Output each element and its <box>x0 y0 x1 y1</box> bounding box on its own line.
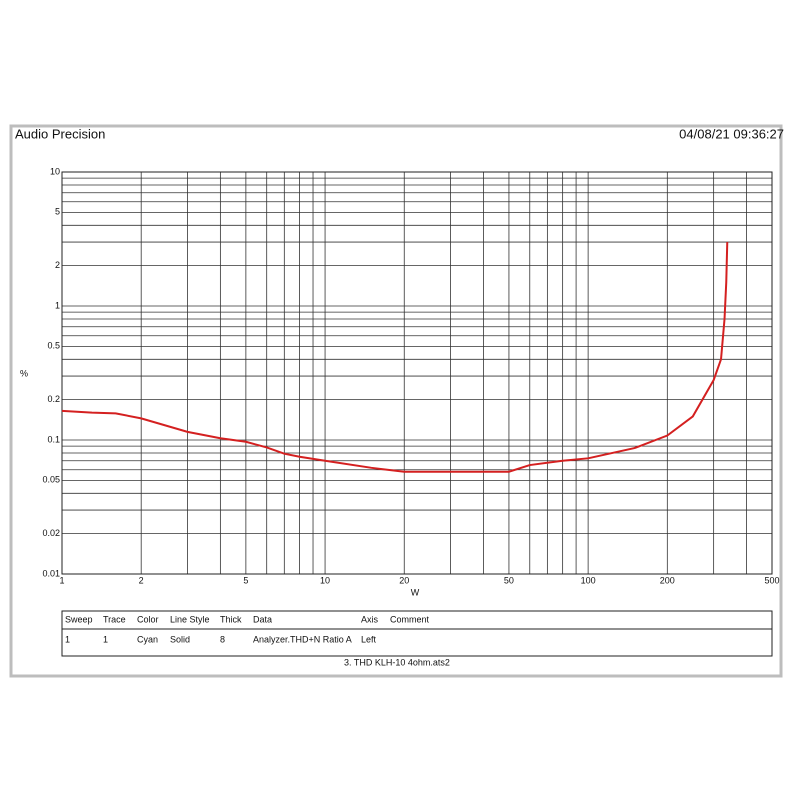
table-cell: Analyzer.THD+N Ratio A <box>253 634 352 644</box>
y-tick-label: 0.5 <box>47 341 60 351</box>
table-cell: 1 <box>65 634 70 644</box>
y-tick-label: 0.01 <box>42 568 60 578</box>
frame <box>9 124 783 678</box>
x-tick-label: 5 <box>243 575 248 585</box>
table-header: Sweep <box>65 614 93 624</box>
chart-title: Audio Precision <box>15 126 105 141</box>
table-header: Color <box>137 614 159 624</box>
y-tick-label: 0.02 <box>42 528 60 538</box>
y-tick-label: 0.05 <box>42 475 60 485</box>
x-tick-label: 2 <box>139 575 144 585</box>
y-tick-label: 0.1 <box>47 434 60 444</box>
y-tick-label: 1 <box>55 300 60 310</box>
y-axis-label: % <box>20 368 28 378</box>
table-cell: Solid <box>170 634 190 644</box>
x-tick-label: 500 <box>764 575 779 585</box>
x-tick-label: 50 <box>504 575 514 585</box>
table-header: Trace <box>103 614 126 624</box>
y-tick-label: 5 <box>55 207 60 217</box>
table-cell: 8 <box>220 634 225 644</box>
table-header: Axis <box>361 614 379 624</box>
plot-border <box>61 171 773 575</box>
x-tick-label: 10 <box>320 575 330 585</box>
y-tick-label: 0.2 <box>47 394 60 404</box>
x-tick-label: 200 <box>660 575 675 585</box>
table-cell: 1 <box>103 634 108 644</box>
table-header: Data <box>253 614 272 624</box>
x-axis-label: W <box>411 587 420 597</box>
x-tick-label: 1 <box>59 575 64 585</box>
y-tick-label: 10 <box>50 166 60 176</box>
table-header: Thick <box>220 614 242 624</box>
legend-table <box>61 610 773 657</box>
x-tick-label: 20 <box>399 575 409 585</box>
data-line <box>61 242 729 473</box>
table-header: Line Style <box>170 614 210 624</box>
table-cell: Left <box>361 634 377 644</box>
x-tick-label: 100 <box>581 575 596 585</box>
table-header: Comment <box>390 614 430 624</box>
timestamp: 04/08/21 09:36:27 <box>679 126 784 141</box>
y-tick-label: 2 <box>55 260 60 270</box>
table-cell: Cyan <box>137 634 158 644</box>
footer: 3. THD KLH-10 4ohm.ats2 <box>344 657 450 667</box>
